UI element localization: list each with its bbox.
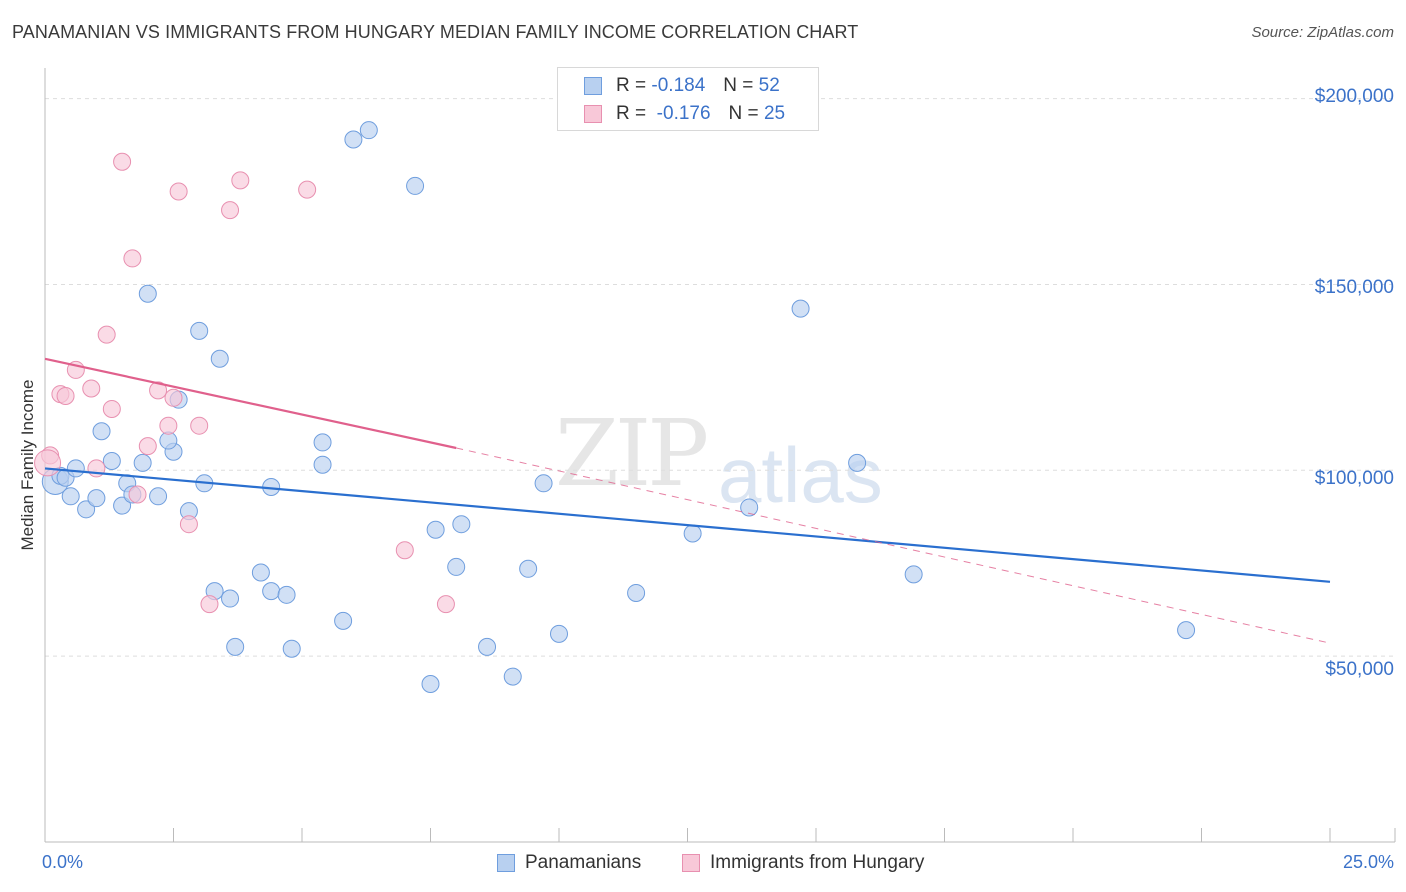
y-tick-200000: $200,000 [1314, 86, 1394, 107]
legend-swatch-pink [584, 105, 602, 123]
panamanian-point-50 [904, 565, 923, 584]
panamanian-point-28 [277, 585, 296, 604]
bottom-legend-hungary: Immigrants from Hungary [682, 852, 924, 874]
panamanian-point-30 [313, 433, 332, 452]
hungary-trend-line-2 [456, 447, 1331, 644]
hungary-point-4 [82, 379, 101, 398]
hungary-point-23 [436, 595, 455, 614]
panamanian-point-48 [791, 299, 810, 318]
panamanian-point-23 [221, 589, 240, 608]
panamanian-point-46 [683, 524, 702, 543]
r-label: R = [616, 75, 647, 96]
panamanian-point-31 [313, 455, 332, 474]
panamanian-point-7 [92, 422, 111, 441]
y-tick-150000: $150,000 [1314, 277, 1394, 298]
hungary-point-8 [113, 152, 132, 171]
r-label: R = [616, 103, 647, 124]
hungary-point-18 [200, 595, 219, 614]
r-value-panamanians: -0.184 [651, 75, 706, 96]
panamanian-point-32 [334, 611, 353, 630]
legend-row-panamanians: R = -0.184 N = 52 [584, 73, 780, 99]
panamanian-point-27 [262, 582, 281, 601]
hungary-point-6 [102, 399, 121, 418]
bottom-swatch-pink [682, 854, 700, 872]
chart-title: PANAMANIAN VS IMMIGRANTS FROM HUNGARY ME… [12, 22, 859, 42]
x-tick-min: 0.0% [42, 852, 84, 872]
panamanian-point-13 [138, 284, 157, 303]
y-tick-50000: $50,000 [1325, 659, 1394, 680]
panamanian-point-24 [226, 637, 245, 656]
panamanian-point-37 [426, 520, 445, 539]
n-label: N = [723, 75, 754, 96]
bottom-legend-panamanians: Panamanians [497, 852, 641, 874]
panamanian-point-49 [848, 453, 867, 472]
hungary-point-20 [231, 171, 250, 190]
hungary-point-21 [298, 180, 317, 199]
hungary-point-11 [138, 437, 157, 456]
panamanian-point-34 [359, 121, 378, 140]
panamanian-point-5 [77, 500, 96, 519]
correlation-legend: R = -0.184 N = 52 R = -0.176 N = 25 [557, 67, 819, 131]
hungary-trend-line-1 [44, 357, 457, 450]
panamanian-point-33 [344, 130, 363, 149]
panamanian-point-21 [210, 349, 229, 368]
source-note: Source: ZipAtlas.com [1251, 24, 1394, 41]
panamanian-point-42 [519, 559, 538, 578]
n-value-hungary: 25 [763, 103, 786, 124]
hungary-point-24 [34, 449, 62, 477]
n-value-panamanians: 52 [758, 75, 780, 96]
legend-swatch-blue [584, 77, 602, 95]
hungary-point-9 [123, 249, 142, 268]
hungary-point-10 [128, 485, 147, 504]
panamanian-point-9 [113, 496, 132, 515]
watermark-zip: ZIP [555, 400, 709, 507]
y-axis-label: Median Family Income [18, 379, 37, 551]
panamanian-point-39 [452, 515, 471, 534]
panamanian-point-25 [251, 563, 270, 582]
bottom-legend-label-hungary: Immigrants from Hungary [710, 852, 925, 873]
bottom-swatch-blue [497, 854, 515, 872]
hungary-point-17 [190, 416, 209, 435]
panamanian-point-29 [282, 639, 301, 658]
hungary-point-12 [149, 381, 168, 400]
panamanian-point-8 [102, 452, 121, 470]
panamanian-point-51 [1177, 621, 1196, 640]
panamanian-point-3 [61, 487, 80, 506]
panamanian-point-38 [447, 557, 466, 576]
panamanian-point-36 [421, 675, 440, 694]
panamanian-point-12 [133, 453, 152, 472]
panamanian-point-40 [478, 637, 497, 656]
panamanian-point-4 [66, 459, 85, 478]
hungary-point-15 [169, 182, 188, 201]
panamanian-point-14 [149, 487, 168, 506]
n-label: N = [728, 103, 759, 124]
panamanian-point-43 [534, 474, 553, 493]
panamanian-point-47 [740, 498, 759, 517]
hungary-point-19 [221, 201, 240, 220]
hungary-point-2 [56, 386, 75, 405]
panamanian-point-44 [550, 624, 568, 643]
y-tick-100000: $100,000 [1314, 468, 1394, 489]
panamanian-trend-line-0 [44, 467, 1331, 583]
legend-row-hungary: R = -0.176 N = 25 [584, 101, 785, 127]
panamanian-point-45 [627, 583, 646, 602]
hungary-point-16 [179, 515, 198, 534]
hungary-point-7 [97, 325, 116, 344]
panamanian-point-41 [503, 667, 522, 686]
hungary-point-22 [395, 541, 414, 560]
panamanian-point-19 [190, 321, 209, 340]
r-value-hungary: -0.176 [656, 103, 711, 124]
hungary-point-14 [164, 388, 183, 407]
panamanian-point-35 [406, 176, 425, 195]
x-tick-max: 25.0% [1342, 852, 1394, 872]
hungary-point-13 [159, 416, 178, 435]
panamanian-point-6 [87, 489, 106, 508]
bottom-legend-label-panamanians: Panamanians [525, 852, 642, 873]
